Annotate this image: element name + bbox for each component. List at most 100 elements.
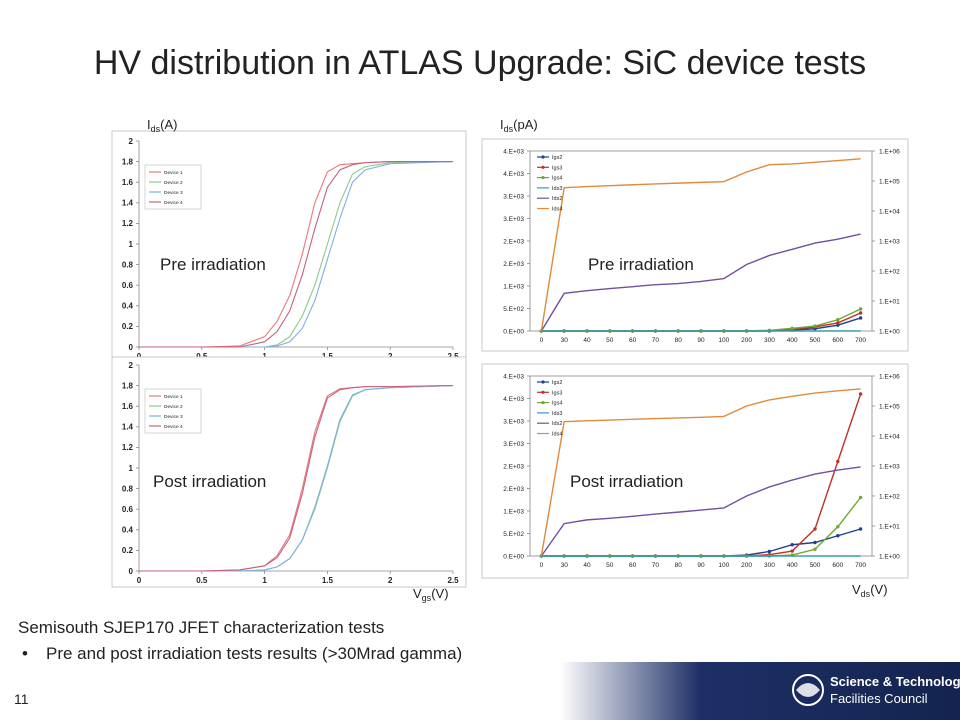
y-tick-label: 4.E+03 <box>503 148 524 155</box>
legend-marker <box>541 165 545 169</box>
bullet-dot: • <box>22 644 28 663</box>
y-tick-label: 4.E+03 <box>503 396 524 403</box>
x-tick-label: 300 <box>764 562 775 569</box>
x-tick-label: 600 <box>832 562 843 569</box>
legend-label: Device 4 <box>164 200 183 206</box>
legend-label: Igs3 <box>552 165 562 171</box>
logo-text: Science & Technology <box>830 674 960 689</box>
axis-symbol: I <box>147 117 151 132</box>
axis-subscript: ds <box>151 124 161 134</box>
y-tick-label: 5.E+02 <box>503 531 524 538</box>
x-tick-label: 80 <box>675 337 683 344</box>
data-point <box>813 324 817 328</box>
y-tick-label: 2 <box>129 137 134 146</box>
annotation: Pre irradiation <box>588 255 694 274</box>
axis-subscript: gs <box>422 593 432 603</box>
x-tick-label: 50 <box>606 337 614 344</box>
legend-marker <box>541 155 545 159</box>
y-tick-label: 1.4 <box>122 199 134 208</box>
y2-tick-label: 1.E+06 <box>879 373 900 380</box>
subtitle: Semisouth SJEP170 JFET characterization … <box>18 618 384 637</box>
y2-tick-label: 1.E+04 <box>879 433 900 440</box>
data-point <box>836 459 840 464</box>
y2-tick-label: 1.E+01 <box>879 523 900 530</box>
x-tick-label: 700 <box>855 337 866 344</box>
y2-tick-label: 1.E+00 <box>879 328 900 335</box>
axis-symbol: V <box>852 582 861 597</box>
x-tick-label: 100 <box>718 337 729 344</box>
x-axis-label: Vgs(V) <box>413 586 449 603</box>
y-tick-label: 0.4 <box>122 302 134 311</box>
axis-subscript: ds <box>861 589 871 599</box>
y-tick-label: 3.E+03 <box>503 441 524 448</box>
legend-marker <box>541 380 545 384</box>
x-tick-label: 400 <box>787 337 798 344</box>
series-line <box>540 158 861 332</box>
chart-frame <box>481 363 909 579</box>
y2-tick-label: 1.E+04 <box>879 208 900 215</box>
legend-label: Igs2 <box>552 380 562 386</box>
x-tick-label: 1.5 <box>322 576 334 585</box>
y2-tick-label: 1.E+05 <box>879 178 900 185</box>
y2-tick-label: 1.E+01 <box>879 298 900 305</box>
legend-label: Ids4 <box>552 207 562 213</box>
x-tick-label: 0 <box>540 562 544 569</box>
y-tick-label: 4.E+03 <box>503 171 524 178</box>
y-tick-label: 5.E+02 <box>503 306 524 313</box>
axis-unit: (A) <box>160 117 177 132</box>
legend-label: Ids2 <box>552 196 562 202</box>
data-point <box>858 495 863 500</box>
x-tick-label: 2.5 <box>447 576 459 585</box>
y2-tick-label: 1.E+02 <box>879 268 900 275</box>
axis-subscript: ds <box>504 124 514 134</box>
x-tick-label: 0 <box>540 337 544 344</box>
footer-band <box>560 662 960 720</box>
series-line <box>139 161 454 348</box>
y-tick-label: 1 <box>129 464 134 473</box>
x-tick-label: 40 <box>583 562 591 569</box>
legend-label: Device 4 <box>164 424 183 430</box>
axis-unit: (V) <box>431 586 448 601</box>
data-point <box>813 540 817 545</box>
y-tick-label: 2.E+03 <box>503 238 524 245</box>
chart-frame <box>481 138 909 352</box>
y-tick-label: 1.E+03 <box>503 508 524 515</box>
x-tick-label: 60 <box>629 562 637 569</box>
legend-label: Device 1 <box>164 394 183 400</box>
y-tick-label: 0.8 <box>122 260 134 269</box>
x-tick-label: 40 <box>583 337 591 344</box>
y-tick-label: 1.2 <box>122 443 134 452</box>
y-tick-label: 1.6 <box>122 178 134 187</box>
x-tick-label: 90 <box>697 337 705 344</box>
data-point <box>813 527 817 531</box>
legend-label: Ids4 <box>552 432 562 438</box>
data-point <box>813 547 817 551</box>
data-point <box>858 311 863 315</box>
y-tick-label: 1 <box>129 240 134 249</box>
data-point <box>858 392 863 396</box>
y-tick-label: 3.E+03 <box>503 418 524 425</box>
y-tick-label: 1.6 <box>122 402 134 411</box>
logo-text: Facilities Council <box>830 691 928 706</box>
legend-marker <box>541 401 545 405</box>
legend-label: Igs3 <box>552 390 562 396</box>
y2-tick-label: 1.E+02 <box>879 493 900 500</box>
series-line <box>139 385 454 572</box>
series-line <box>540 466 861 557</box>
y-tick-label: 3.E+03 <box>503 216 524 223</box>
y-tick-label: 0.6 <box>122 505 134 514</box>
x-tick-label: 1 <box>262 576 267 585</box>
y2-tick-label: 1.E+03 <box>879 238 900 245</box>
legend-marker <box>541 390 545 394</box>
data-point <box>836 534 840 538</box>
legend-label: Igs4 <box>552 176 562 182</box>
data-point <box>790 549 794 553</box>
x-tick-label: 90 <box>697 562 705 569</box>
annotation: Post irradiation <box>153 472 266 491</box>
x-tick-label: 100 <box>718 562 729 569</box>
slide-title: HV distribution in ATLAS Upgrade: SiC de… <box>94 44 866 82</box>
legend-label: Device 2 <box>164 404 183 410</box>
y-tick-label: 1.E+03 <box>503 283 524 290</box>
x-tick-label: 600 <box>832 337 843 344</box>
